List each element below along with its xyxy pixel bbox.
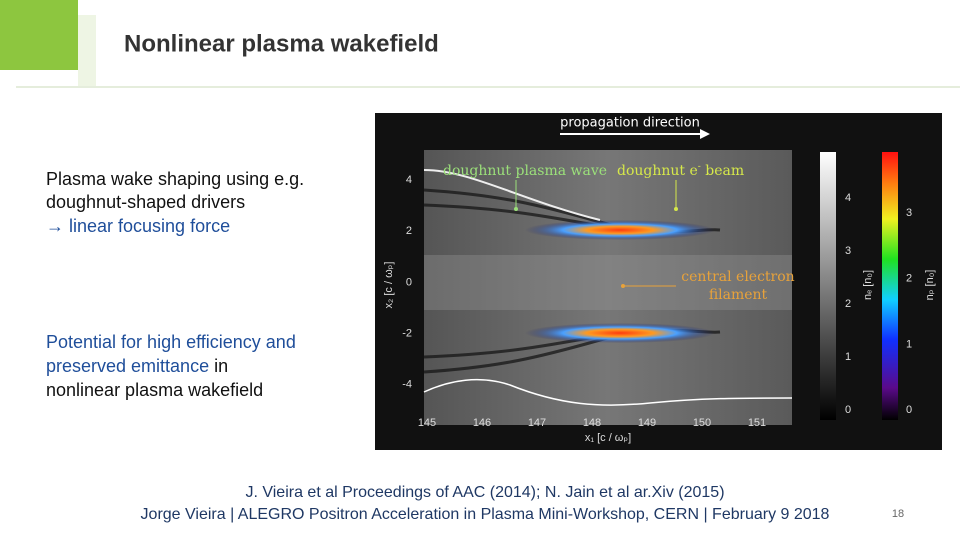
y-tick-label: 4 [406,174,412,186]
annotation-run: doughnut e [617,163,698,179]
colorbar-tick-label: 3 [906,207,912,219]
annotation: doughnut plasma wave [443,163,607,179]
y-tick-label: 0 [406,276,412,288]
x-tick-label: 146 [473,417,491,429]
pointer-dot [514,207,518,211]
y-axis-label: x₂ [c / ωₚ] [383,262,395,309]
x-tick-label: 148 [583,417,601,429]
x-axis-label: x₁ [c / ωₚ] [585,432,631,444]
filament-glow [424,255,792,310]
header-square [0,0,78,70]
x-tick-label: 151 [748,417,766,429]
page-number: 18 [892,508,904,520]
colorbar-tick-label: 0 [845,404,851,416]
x-tick-label: 149 [638,417,656,429]
beam-lower [525,323,715,343]
annotation: filament [709,287,768,303]
y-tick-label: 2 [406,225,412,237]
body-line: Potential for high efficiency and [46,332,296,352]
colorbar-ne [820,152,836,420]
body-line: doughnut-shaped drivers [46,192,245,212]
body-line: Plasma wake shaping using e.g. [46,169,304,189]
annotation: central electron [681,269,794,285]
colorbar-tick-label: 4 [845,192,851,204]
body-line: nonlinear plasma wakefield [46,380,263,400]
y-tick-label: -4 [402,379,412,391]
profile-curve [423,378,793,406]
direction-label: propagation direction [560,116,700,131]
colorbar-label: nₚ [n₀] [924,270,936,301]
y-tick-label: -2 [402,328,412,340]
annotation-run: - [698,162,701,172]
x-tick-label: 150 [693,417,711,429]
footer-citation: J. Vieira et al Proceedings of AAC (2014… [245,484,724,501]
pointer-dot [674,207,678,211]
x-tick-label: 145 [418,417,436,429]
body-run: in [209,356,228,376]
wave-edge [423,169,601,221]
colorbar-tick-label: 3 [845,245,851,257]
direction-arrowhead [700,129,710,139]
body-run: preserved emittance [46,356,209,376]
beam-upper [525,220,715,240]
slide-title: Nonlinear plasma wakefield [124,30,439,57]
colorbar-tick-label: 1 [845,351,851,363]
colorbar-tick-label: 2 [845,298,851,310]
colorbar-label: nₑ [n₀] [862,270,874,300]
colorbar-np [882,152,898,420]
colorbar-tick-label: 0 [906,404,912,416]
colorbar-tick-label: 1 [906,338,912,350]
annotation-run: beam [701,163,744,179]
simulation-figure: propagation direction doughnut plasma wa… [375,113,942,450]
footer-info: Jorge Vieira | ALEGRO Positron Accelerat… [141,506,830,523]
colorbar-tick-label: 2 [906,273,912,285]
pointer-dot [621,284,625,288]
body-line: → linear focusing force [46,216,230,236]
annotation: doughnut e- beam [617,162,744,180]
body-line: preserved emittance in [46,356,228,376]
header-accent [78,15,96,87]
x-tick-label: 147 [528,417,546,429]
